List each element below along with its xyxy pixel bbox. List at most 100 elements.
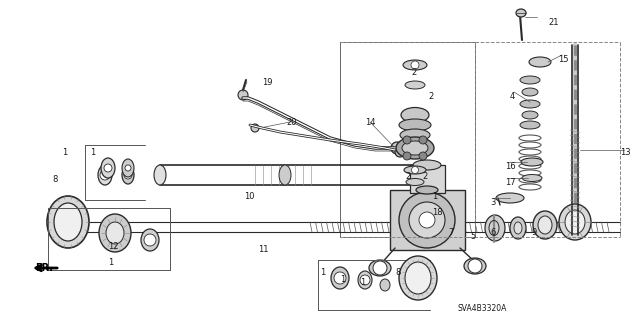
Circle shape [411, 61, 419, 69]
Circle shape [403, 136, 411, 144]
Ellipse shape [122, 166, 134, 184]
Circle shape [391, 142, 403, 154]
Ellipse shape [516, 9, 526, 17]
Text: 2: 2 [428, 92, 433, 101]
Text: 4: 4 [510, 92, 515, 101]
Ellipse shape [533, 211, 557, 239]
Ellipse shape [464, 258, 486, 274]
Circle shape [238, 90, 248, 100]
Circle shape [104, 164, 112, 172]
Ellipse shape [106, 222, 124, 244]
Ellipse shape [529, 57, 551, 67]
Text: 2: 2 [405, 172, 410, 181]
Text: 21: 21 [548, 18, 559, 27]
Ellipse shape [98, 165, 112, 185]
Ellipse shape [54, 203, 82, 241]
Text: 20: 20 [286, 118, 296, 127]
Ellipse shape [331, 267, 349, 289]
Bar [340, 42, 475, 237]
Ellipse shape [559, 204, 591, 240]
Ellipse shape [154, 165, 166, 185]
Circle shape [412, 167, 419, 174]
Bar [390, 190, 465, 250]
Text: 1: 1 [320, 268, 325, 277]
Ellipse shape [99, 214, 131, 252]
Ellipse shape [405, 81, 425, 89]
Ellipse shape [279, 165, 291, 185]
Ellipse shape [396, 137, 434, 159]
Circle shape [419, 136, 427, 144]
Ellipse shape [402, 141, 428, 155]
Circle shape [409, 202, 445, 238]
Ellipse shape [496, 193, 524, 203]
Ellipse shape [399, 256, 437, 300]
Text: 19: 19 [262, 78, 273, 87]
Text: FR.: FR. [35, 263, 53, 273]
Ellipse shape [141, 229, 159, 251]
Circle shape [373, 261, 387, 275]
Ellipse shape [101, 158, 115, 178]
Ellipse shape [401, 108, 429, 122]
Text: 6: 6 [490, 228, 495, 237]
Text: 1: 1 [62, 148, 67, 157]
Circle shape [403, 152, 411, 160]
Text: 11: 11 [258, 245, 269, 254]
Text: 15: 15 [558, 55, 568, 64]
Text: 16: 16 [505, 162, 516, 171]
Ellipse shape [405, 262, 431, 294]
Text: 1: 1 [360, 278, 365, 287]
Ellipse shape [521, 158, 543, 166]
Text: 9: 9 [532, 228, 537, 237]
Ellipse shape [520, 76, 540, 84]
Text: 8: 8 [395, 268, 401, 277]
Text: 1: 1 [108, 258, 113, 267]
Text: 3: 3 [490, 198, 495, 207]
Ellipse shape [413, 160, 441, 170]
Ellipse shape [403, 60, 427, 70]
Ellipse shape [122, 159, 134, 177]
Circle shape [334, 272, 346, 284]
Ellipse shape [522, 88, 538, 96]
Ellipse shape [406, 179, 424, 186]
Ellipse shape [369, 260, 391, 276]
Text: 12: 12 [108, 242, 118, 251]
Text: 5: 5 [470, 232, 476, 241]
Text: 17: 17 [505, 178, 516, 187]
Circle shape [419, 212, 435, 228]
Ellipse shape [510, 217, 526, 239]
Circle shape [395, 147, 405, 157]
Circle shape [144, 234, 156, 246]
Ellipse shape [358, 271, 372, 289]
Ellipse shape [520, 121, 540, 129]
Ellipse shape [538, 216, 552, 234]
Ellipse shape [399, 119, 431, 131]
Ellipse shape [380, 279, 390, 291]
Circle shape [125, 165, 131, 171]
Ellipse shape [404, 166, 426, 174]
Text: 13: 13 [620, 148, 630, 157]
Text: 14: 14 [365, 118, 376, 127]
Circle shape [419, 152, 427, 160]
Ellipse shape [565, 210, 585, 234]
Ellipse shape [47, 196, 89, 248]
Bar [410, 165, 445, 193]
Circle shape [251, 124, 259, 132]
Ellipse shape [416, 186, 438, 194]
Ellipse shape [522, 174, 542, 182]
Circle shape [468, 259, 482, 273]
Text: 7: 7 [448, 228, 453, 237]
Text: 1: 1 [90, 148, 95, 157]
Text: 10: 10 [244, 192, 255, 201]
Text: 1: 1 [340, 275, 345, 284]
Ellipse shape [522, 111, 538, 119]
Circle shape [124, 171, 132, 179]
Text: 2: 2 [422, 172, 428, 181]
Ellipse shape [485, 215, 505, 241]
Circle shape [100, 170, 110, 180]
Ellipse shape [520, 100, 540, 108]
Text: 8: 8 [52, 175, 58, 184]
Ellipse shape [400, 129, 430, 141]
Text: 18: 18 [432, 208, 443, 217]
Text: 2: 2 [411, 68, 416, 77]
Ellipse shape [514, 222, 522, 234]
